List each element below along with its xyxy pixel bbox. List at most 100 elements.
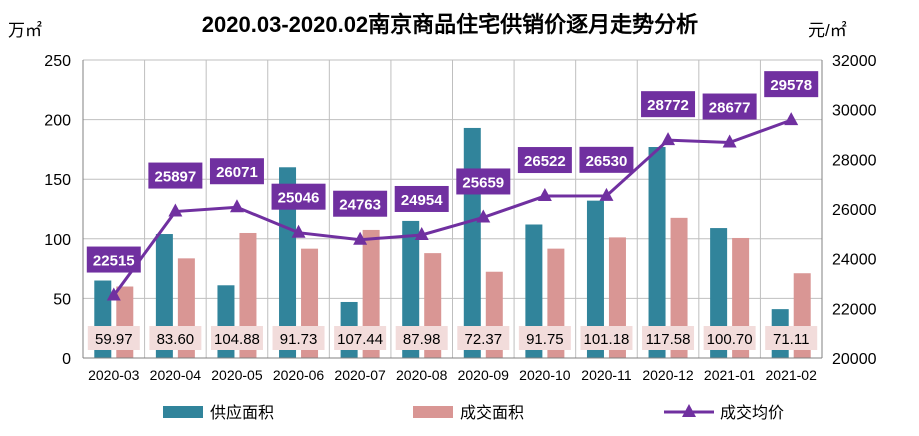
price-value-label: 25659 xyxy=(462,174,504,191)
price-label-box xyxy=(764,71,819,98)
price-label-box xyxy=(641,91,696,118)
right-tick-label: 32000 xyxy=(832,53,877,70)
x-tick-label: 2021-02 xyxy=(766,367,818,383)
bar-transaction xyxy=(362,229,380,358)
price-marker xyxy=(661,132,676,146)
chart-title: 2020.03-2020.02南京商品住宅供销价逐月走势分析 xyxy=(202,12,698,37)
transaction-label-box xyxy=(395,326,448,350)
price-marker xyxy=(537,188,552,202)
gridlines xyxy=(82,59,823,359)
right-tick-label: 22000 xyxy=(832,301,877,318)
price-value-label: 24954 xyxy=(401,192,443,209)
bar-supply xyxy=(648,147,666,358)
transaction-value-label: 107.44 xyxy=(337,331,383,348)
legend-label-price: 成交均价 xyxy=(720,404,784,422)
left-axis-unit: 万㎡ xyxy=(8,21,42,40)
transaction-label-box xyxy=(334,326,387,350)
bar-supply xyxy=(586,200,604,358)
right-axis-unit: 元/㎡ xyxy=(808,21,847,40)
left-tick-label: 250 xyxy=(44,53,71,70)
x-tick-label: 2020-10 xyxy=(519,367,571,383)
x-tick-label: 2020-11 xyxy=(581,367,632,383)
legend-swatch-supply xyxy=(163,406,203,418)
price-marker xyxy=(291,224,306,238)
transaction-value-label: 83.60 xyxy=(157,331,195,348)
x-tick-label: 2020-07 xyxy=(334,367,386,383)
bar-transaction xyxy=(670,217,688,358)
price-label-box xyxy=(394,185,449,212)
right-tick-label: 20000 xyxy=(832,351,877,368)
x-tick-label: 2020-08 xyxy=(396,367,448,383)
x-tick-label: 2020-09 xyxy=(458,367,510,383)
transaction-label-box xyxy=(272,326,325,350)
transaction-label-box xyxy=(149,326,202,350)
data-labels: 59.97 83.60 104.88 91.73 107.44 87.98 72.37 91.… xyxy=(86,71,819,350)
transaction-value-label: 101.18 xyxy=(584,331,630,348)
price-marker xyxy=(599,187,614,201)
price-label-box xyxy=(517,147,572,174)
price-label-box xyxy=(456,168,511,195)
price-label-box xyxy=(148,162,203,189)
transaction-value-label: 91.75 xyxy=(526,331,564,348)
transaction-label-box xyxy=(457,326,510,350)
x-tick-label: 2020-06 xyxy=(273,367,325,383)
price-value-label: 26530 xyxy=(586,153,628,170)
price-marker xyxy=(784,112,799,126)
x-tick-label: 2020-12 xyxy=(642,367,694,383)
price-value-label: 26522 xyxy=(524,153,566,170)
price-value-label: 28772 xyxy=(647,97,689,114)
legend-marker-price xyxy=(682,404,696,417)
left-tick-label: 200 xyxy=(44,113,71,130)
bar-supply xyxy=(463,127,481,358)
price-value-label: 26071 xyxy=(216,164,258,181)
transaction-value-label: 59.97 xyxy=(95,331,133,348)
price-value-label: 29578 xyxy=(770,77,812,94)
x-tick-label: 2020-05 xyxy=(211,367,263,383)
right-tick-label: 30000 xyxy=(832,103,877,120)
bar-supply xyxy=(710,228,728,358)
left-tick-label: 150 xyxy=(44,172,71,189)
price-marker xyxy=(229,199,244,213)
price-label-box xyxy=(209,158,264,185)
price-label-box xyxy=(579,146,634,173)
legend-label-supply: 供应面积 xyxy=(210,403,274,422)
price-label-box xyxy=(86,246,141,273)
price-value-label: 25897 xyxy=(155,169,197,186)
legend-label-transaction: 成交面积 xyxy=(460,404,524,422)
bar-supply xyxy=(525,224,543,358)
x-tick-label: 2020-04 xyxy=(150,367,202,383)
transaction-label-box xyxy=(210,326,263,350)
transaction-value-label: 72.37 xyxy=(465,331,503,348)
transaction-value-label: 71.11 xyxy=(773,331,809,348)
right-tick-label: 26000 xyxy=(832,202,877,219)
right-tick-label: 28000 xyxy=(832,152,877,169)
price-label-box xyxy=(702,93,757,120)
price-marker xyxy=(168,203,183,217)
price-marker xyxy=(353,231,368,245)
transaction-value-label: 117.58 xyxy=(646,331,691,348)
price-marker xyxy=(722,134,737,148)
price-label-box xyxy=(271,183,326,210)
price-value-label: 28677 xyxy=(709,100,751,117)
price-value-label: 22515 xyxy=(93,253,135,270)
legend: 供应面积 成交面积 成交均价 xyxy=(163,403,784,422)
transaction-label-box xyxy=(87,326,140,350)
price-marker xyxy=(476,209,491,223)
bar-supply xyxy=(279,167,297,358)
price-marker xyxy=(106,287,121,301)
price-value-label: 24763 xyxy=(339,197,381,214)
price-marker xyxy=(414,226,429,240)
x-tick-label: 2020-03 xyxy=(88,367,140,383)
transaction-value-label: 87.98 xyxy=(403,331,441,348)
transaction-label-box xyxy=(642,326,695,350)
axes: 0 50 100 150 200 250 20000 22000 24000 26000 28000… xyxy=(44,53,876,383)
transaction-value-label: 104.88 xyxy=(214,331,260,348)
transaction-label-box xyxy=(703,326,756,350)
bar-supply xyxy=(402,220,420,358)
right-tick-label: 24000 xyxy=(832,252,877,269)
left-tick-label: 100 xyxy=(44,232,71,249)
price-label-box xyxy=(333,190,388,217)
legend-swatch-transaction xyxy=(413,406,453,418)
